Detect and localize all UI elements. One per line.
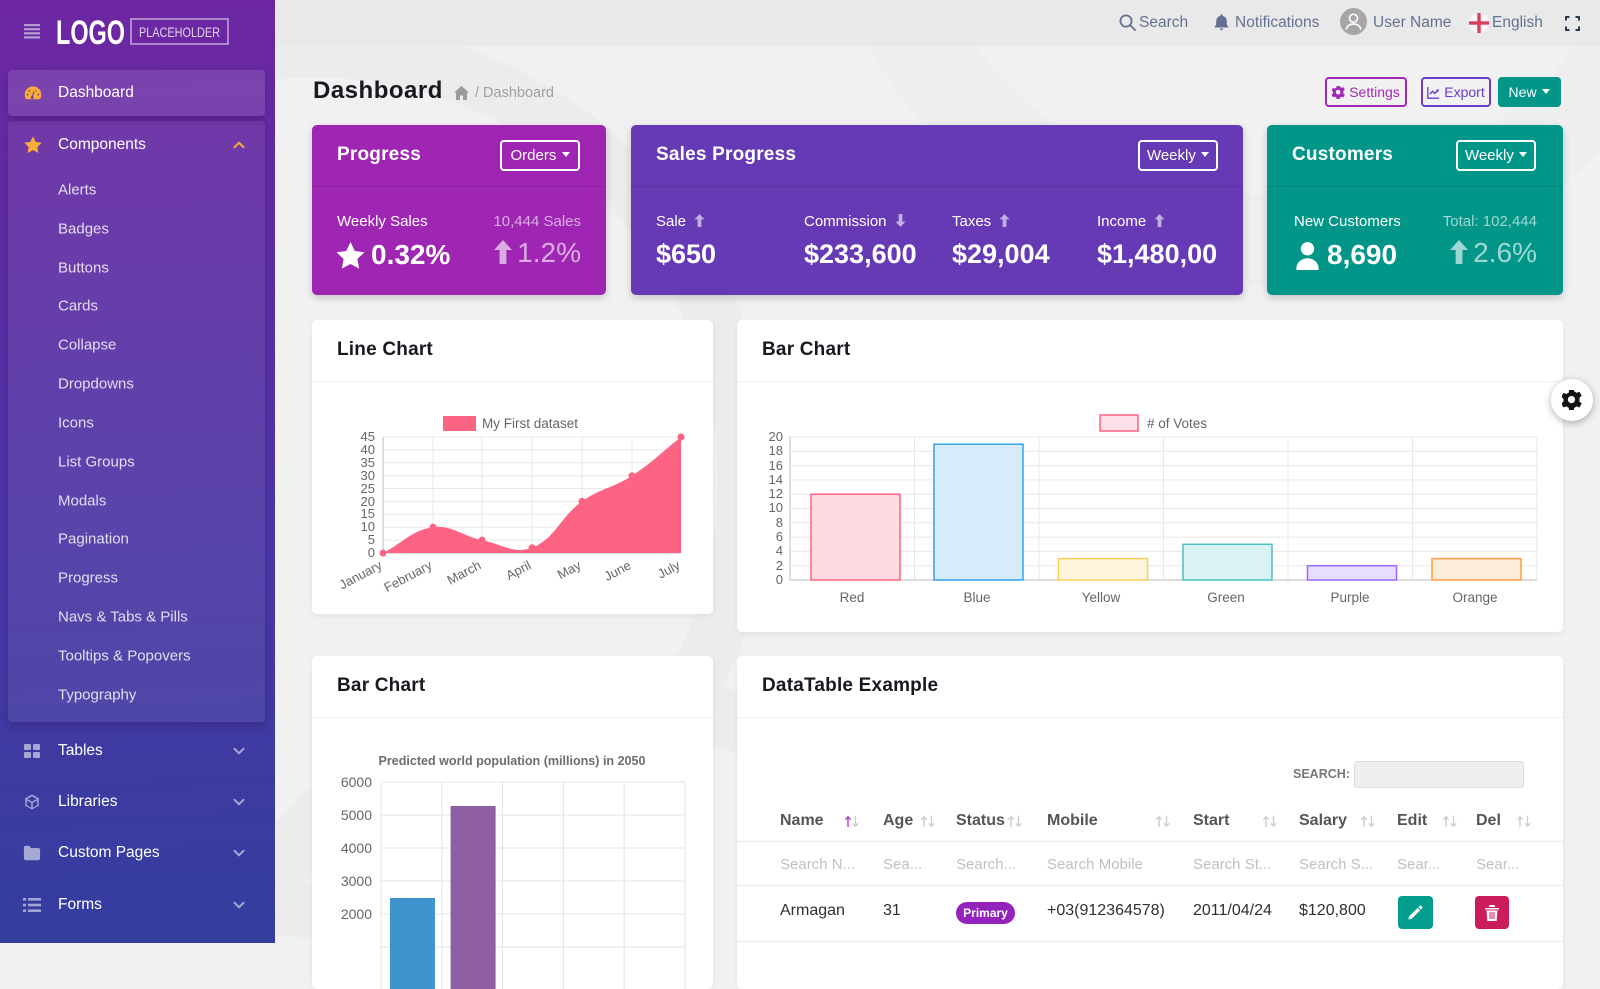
svg-text:Purple: Purple (1330, 590, 1369, 605)
svg-text:20: 20 (769, 429, 783, 444)
svg-text:14: 14 (769, 472, 783, 487)
svg-text:0: 0 (776, 572, 783, 587)
svg-text:January: January (337, 557, 385, 592)
svg-text:April: April (503, 557, 533, 583)
svg-text:4: 4 (776, 543, 783, 558)
svg-text:Green: Green (1207, 590, 1245, 605)
svg-text:4000: 4000 (341, 840, 372, 856)
svg-text:8: 8 (776, 515, 783, 530)
svg-text:Red: Red (840, 590, 865, 605)
svg-text:18: 18 (769, 443, 783, 458)
svg-text:5000: 5000 (341, 807, 372, 823)
svg-text:Yellow: Yellow (1082, 590, 1121, 605)
svg-text:March: March (444, 557, 483, 587)
svg-text:16: 16 (769, 458, 783, 473)
svg-text:# of Votes: # of Votes (1147, 416, 1207, 431)
svg-text:10: 10 (361, 519, 375, 534)
svg-text:10: 10 (769, 500, 783, 515)
svg-text:30: 30 (361, 468, 375, 483)
svg-text:20: 20 (361, 494, 375, 509)
svg-text:My First dataset: My First dataset (482, 416, 578, 431)
svg-text:June: June (601, 557, 633, 583)
svg-text:Predicted world population (mi: Predicted world population (millions) in… (379, 753, 646, 768)
svg-text:Blue: Blue (963, 590, 990, 605)
svg-text:40: 40 (361, 442, 375, 457)
svg-text:May: May (555, 557, 584, 582)
svg-text:LOGO: LOGO (56, 14, 125, 52)
svg-text:5: 5 (368, 532, 375, 547)
svg-text:Orange: Orange (1452, 590, 1497, 605)
svg-text:25: 25 (361, 481, 375, 496)
svg-text:15: 15 (361, 506, 375, 521)
svg-text:3000: 3000 (341, 873, 372, 889)
svg-text:PLACEHOLDER: PLACEHOLDER (139, 25, 220, 40)
svg-text:6000: 6000 (341, 774, 372, 790)
svg-text:2000: 2000 (341, 906, 372, 922)
svg-text:12: 12 (769, 486, 783, 501)
svg-text:2: 2 (776, 558, 783, 573)
svg-text:35: 35 (361, 455, 375, 470)
svg-text:6: 6 (776, 529, 783, 544)
svg-text:July: July (655, 557, 683, 581)
svg-text:0: 0 (368, 545, 375, 560)
svg-text:45: 45 (361, 429, 375, 444)
svg-text:February: February (381, 557, 434, 595)
